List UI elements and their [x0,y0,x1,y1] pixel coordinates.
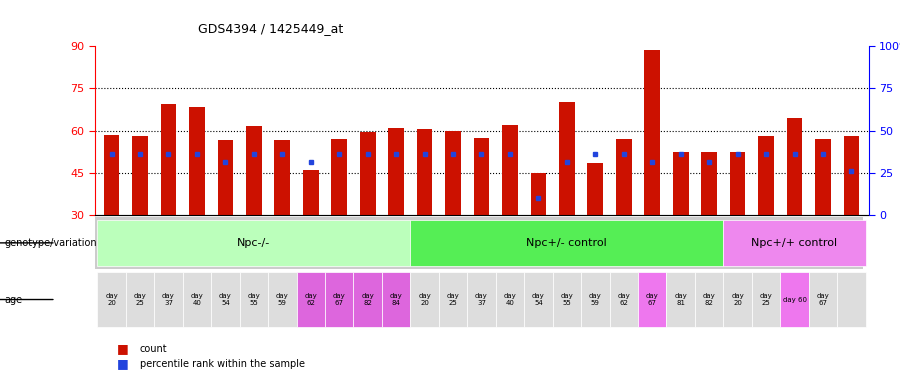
Text: ■: ■ [117,357,129,370]
Bar [780,272,809,327]
Text: day
25: day 25 [134,293,147,306]
Text: percentile rank within the sample: percentile rank within the sample [140,359,304,369]
Bar [382,272,410,327]
Text: day
25: day 25 [446,293,459,306]
Text: count: count [140,344,167,354]
Text: day
59: day 59 [589,293,602,306]
Bar [239,272,268,327]
Text: day 60: day 60 [782,296,806,303]
Bar [787,118,802,215]
Bar [638,272,667,327]
Bar [730,152,745,215]
Bar [268,272,296,327]
Bar [843,136,860,215]
Text: day
82: day 82 [703,293,716,306]
Bar [724,272,752,327]
Bar [212,272,239,327]
Bar [496,272,524,327]
Bar [161,104,176,215]
Bar [673,152,689,215]
Text: ■: ■ [117,342,129,355]
Bar [473,137,490,215]
Bar [752,272,780,327]
Bar [467,272,496,327]
Bar [439,272,467,327]
Text: day
20: day 20 [105,293,118,306]
Text: day
25: day 25 [760,293,772,306]
Bar [388,128,404,215]
Bar [360,132,375,215]
Text: Npc+/+ control: Npc+/+ control [752,238,838,248]
Text: day
40: day 40 [504,293,517,306]
Bar [446,131,461,215]
Text: Npc-/-: Npc-/- [238,238,271,248]
Text: day
67: day 67 [646,293,659,306]
Text: day
55: day 55 [561,293,573,306]
Bar [609,272,638,327]
Bar [701,152,717,215]
Bar [104,135,120,215]
Bar [274,141,290,215]
Text: day
84: day 84 [390,293,402,306]
Bar [559,103,575,215]
Bar [410,220,724,266]
Text: day
54: day 54 [219,293,232,306]
Bar [524,272,553,327]
Bar [218,141,233,215]
Text: day
82: day 82 [361,293,374,306]
Bar [695,272,724,327]
Text: day
55: day 55 [248,293,260,306]
Bar [132,136,148,215]
Bar [553,272,581,327]
Text: day
20: day 20 [731,293,744,306]
Text: GDS4394 / 1425449_at: GDS4394 / 1425449_at [198,22,343,35]
Bar [296,272,325,327]
Bar [531,173,546,215]
Bar [758,136,774,215]
Bar [303,170,319,215]
Text: age: age [4,295,22,305]
Text: Npc+/- control: Npc+/- control [526,238,608,248]
Bar [417,129,432,215]
Bar [410,272,439,327]
Text: day
37: day 37 [162,293,175,306]
Text: day
20: day 20 [418,293,431,306]
Bar [588,163,603,215]
Text: day
81: day 81 [674,293,687,306]
Text: day
67: day 67 [333,293,346,306]
Text: day
67: day 67 [816,293,829,306]
Bar [667,272,695,327]
Bar [246,126,262,215]
Text: day
59: day 59 [276,293,289,306]
Bar [97,272,126,327]
Bar [325,272,354,327]
Bar [331,139,347,215]
Text: day
62: day 62 [304,293,317,306]
Bar [189,107,205,215]
Bar [97,220,410,266]
Bar [183,272,212,327]
Bar [815,139,831,215]
Bar [837,272,866,327]
Bar [502,125,518,215]
Bar [644,50,660,215]
Bar [724,220,866,266]
Bar [581,272,609,327]
Text: day
40: day 40 [191,293,203,306]
Text: day
54: day 54 [532,293,544,306]
Text: day
62: day 62 [617,293,630,306]
Bar [126,272,154,327]
Bar [354,272,382,327]
Text: genotype/variation: genotype/variation [4,238,97,248]
Text: day
37: day 37 [475,293,488,306]
Bar [154,272,183,327]
Bar [616,139,632,215]
Bar [809,272,837,327]
